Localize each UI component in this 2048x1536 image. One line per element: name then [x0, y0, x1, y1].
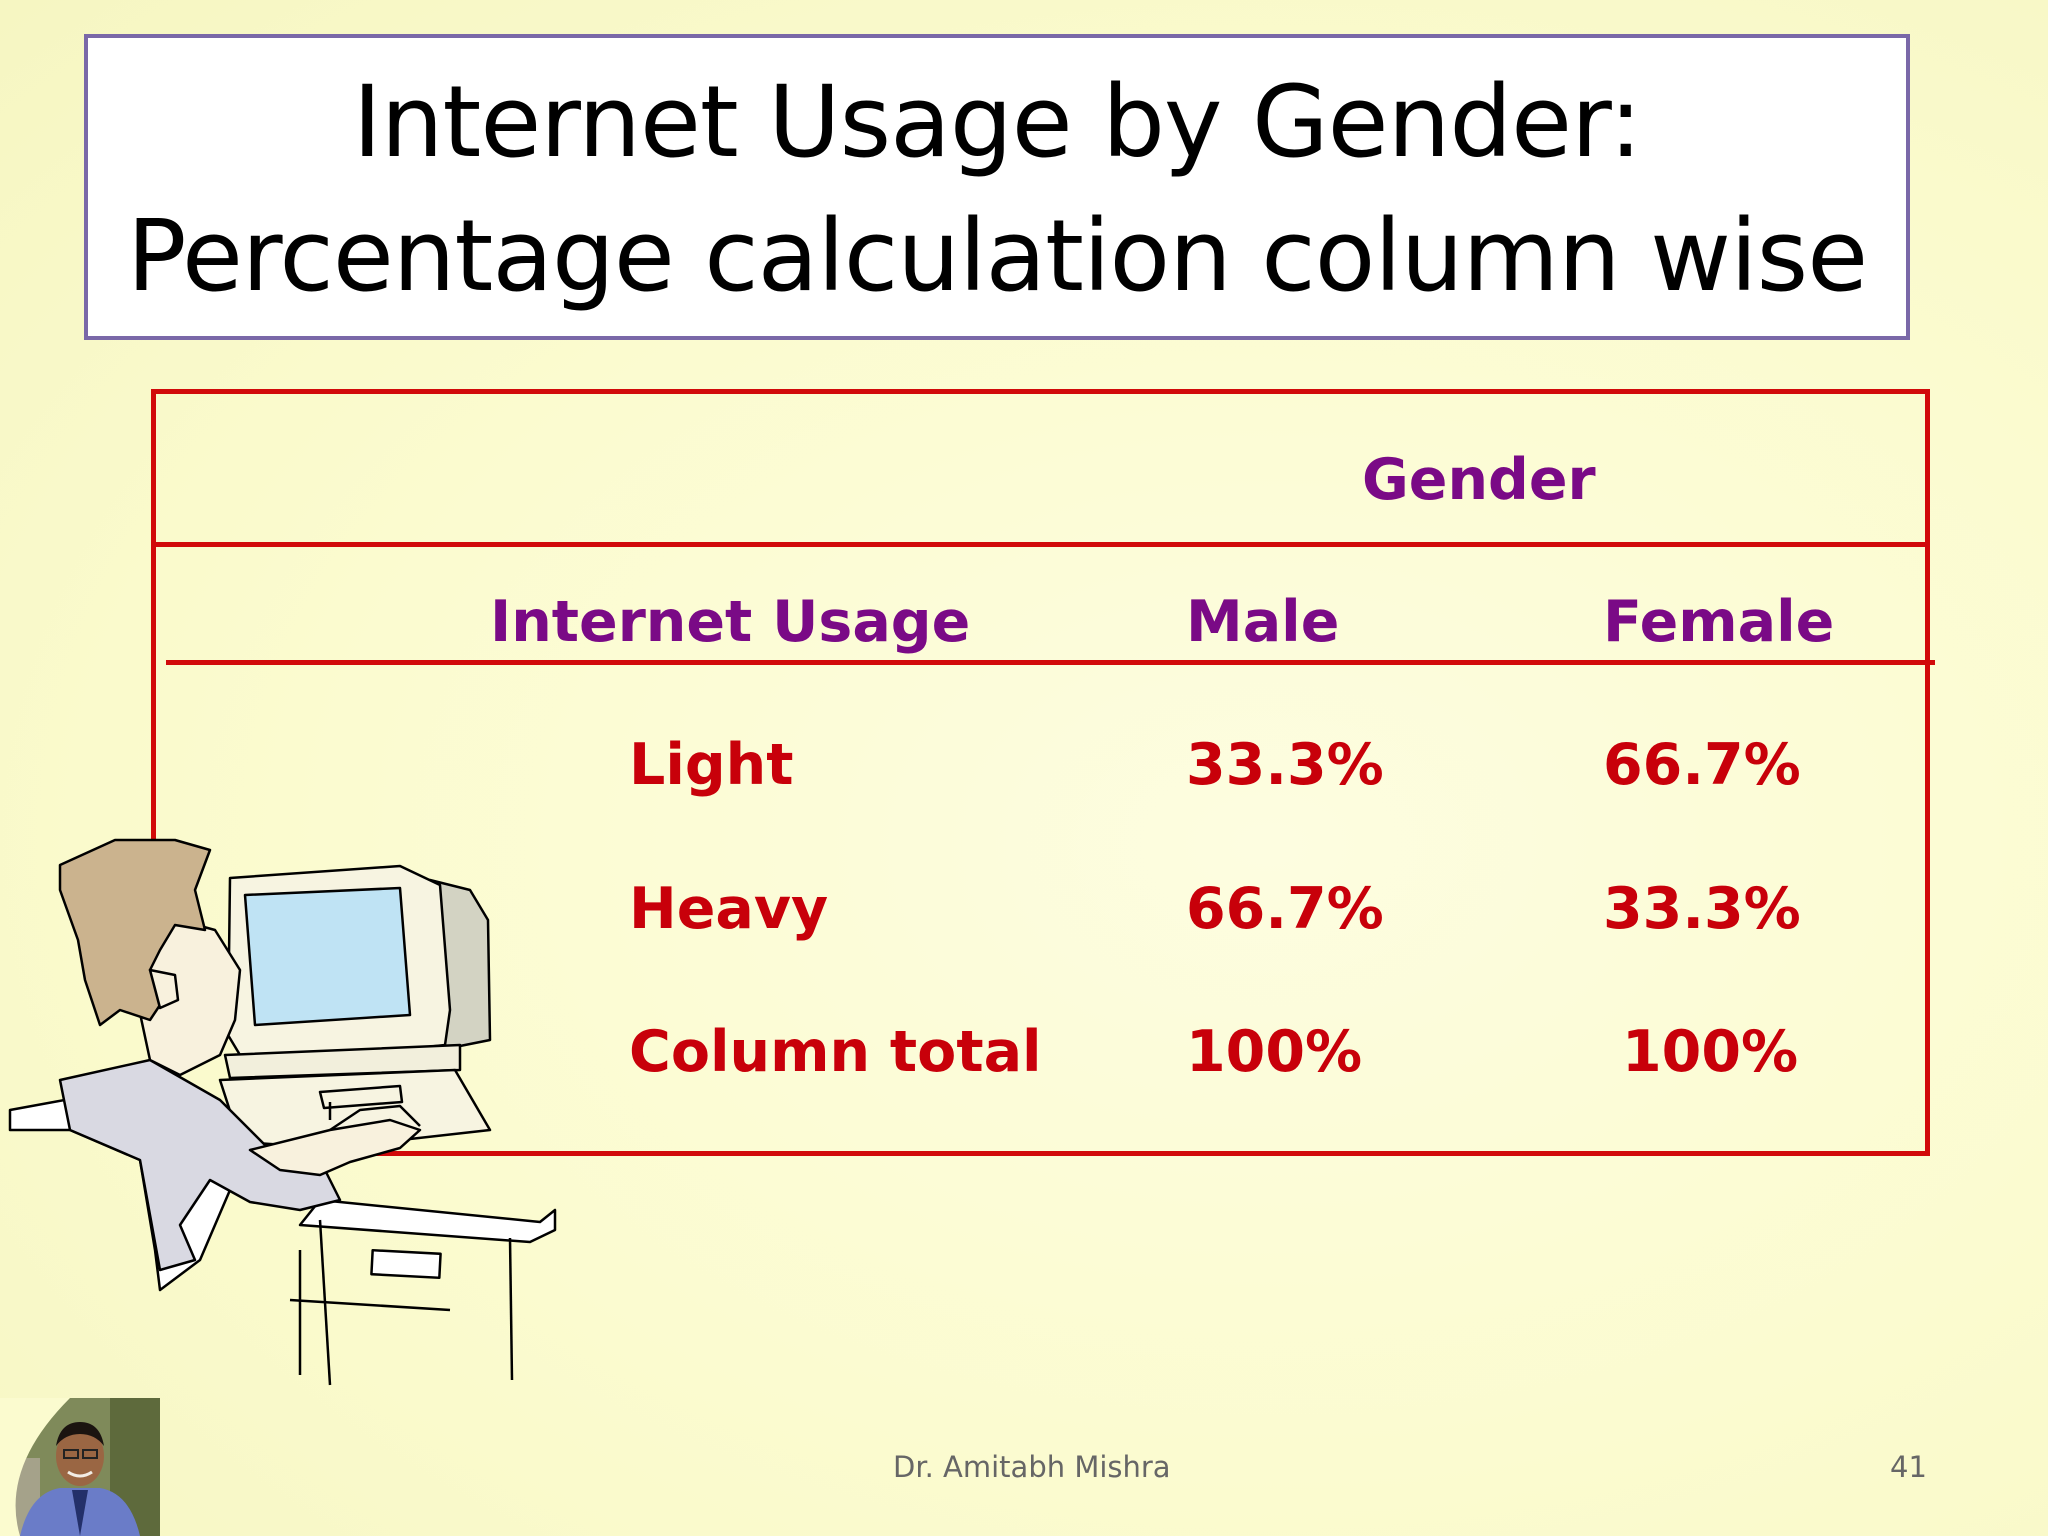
cell-light-female: 66.7% [1603, 732, 1801, 798]
slide-title-box: Internet Usage by Gender: Percentage cal… [84, 34, 1910, 340]
table-divider-header [166, 660, 1935, 665]
cell-heavy-male: 66.7% [1186, 876, 1384, 942]
row-header-internet-usage: Internet Usage [490, 589, 971, 655]
column-header-male: Male [1186, 589, 1340, 655]
cell-light-male: 33.3% [1186, 732, 1384, 798]
column-header-female: Female [1603, 589, 1835, 655]
footer-author: Dr. Amitabh Mishra [893, 1450, 1171, 1484]
cell-total-male: 100% [1186, 1019, 1363, 1085]
data-table: Gender Internet Usage Male Female Light … [151, 389, 1935, 1156]
slide-title: Internet Usage by Gender: Percentage cal… [126, 65, 1868, 314]
computer-user-clipart [8, 838, 557, 1386]
cell-total-female: 100% [1622, 1019, 1799, 1085]
row-label-light: Light [629, 732, 794, 798]
cell-heavy-female: 33.3% [1603, 876, 1801, 942]
group-header-gender: Gender [1362, 447, 1596, 513]
row-label-heavy: Heavy [629, 876, 829, 942]
presenter-photo [0, 1398, 160, 1536]
slide-number: 41 [1890, 1450, 1927, 1484]
table-divider-top [156, 542, 1926, 547]
row-label-column-total: Column total [629, 1019, 1042, 1085]
